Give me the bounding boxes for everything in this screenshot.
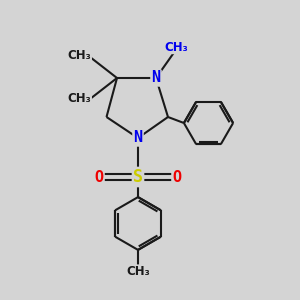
Text: CH₃: CH₃	[164, 40, 188, 54]
Text: CH₃: CH₃	[126, 265, 150, 278]
Text: O: O	[172, 169, 182, 184]
Text: O: O	[94, 169, 103, 184]
Text: S: S	[133, 168, 143, 186]
Text: N: N	[134, 130, 142, 146]
Text: CH₃: CH₃	[68, 92, 92, 106]
Text: CH₃: CH₃	[68, 49, 92, 62]
Text: N: N	[152, 70, 160, 86]
